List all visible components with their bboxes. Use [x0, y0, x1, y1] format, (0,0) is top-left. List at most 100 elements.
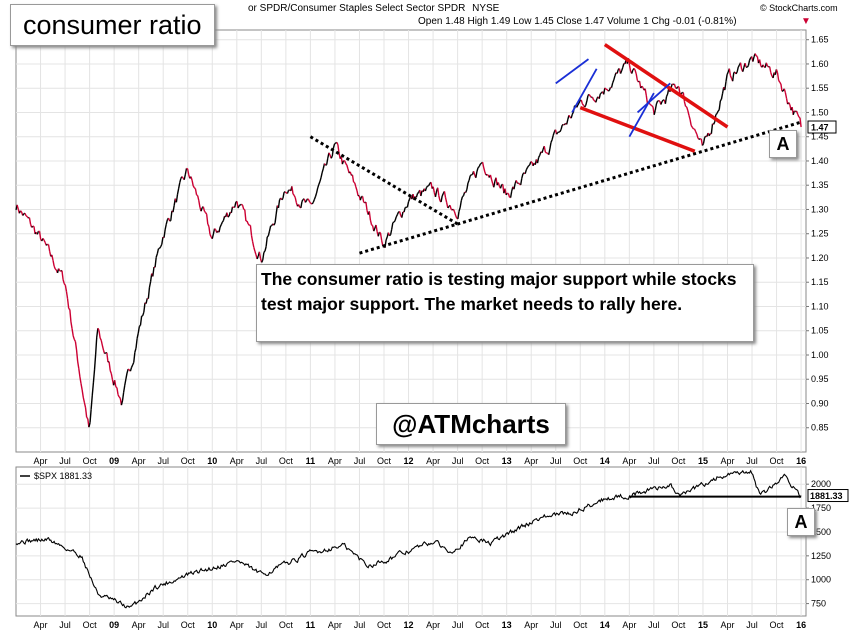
- author-handle: @ATMcharts: [376, 403, 566, 445]
- ratio-series-segment: [324, 164, 325, 166]
- ratio-pane-x-tick-label: Jul: [256, 456, 268, 466]
- spx-pane-x-tick-label: Oct: [181, 620, 196, 630]
- ratio-series-segment: [372, 225, 373, 226]
- spx-pane-x-tick-label: Oct: [475, 620, 490, 630]
- spx-pane-frame: [16, 467, 806, 616]
- ratio-pane-x-tick-label: 16: [796, 456, 806, 466]
- ratio-series-segment: [518, 183, 519, 184]
- spx-pane-x-tick-label: 13: [502, 620, 512, 630]
- ratio-series-segment: [248, 224, 249, 225]
- ratio-pane-x-tick-label: 12: [404, 456, 414, 466]
- spx-pane-x-tick-label: Jul: [157, 620, 169, 630]
- ratio-series-segment: [228, 216, 229, 217]
- ratio-series-segment: [241, 204, 242, 205]
- ratio-series-segment: [116, 387, 117, 388]
- ratio-pane-y-tick-label: 1.25: [811, 229, 829, 239]
- ratio-series-segment: [594, 100, 595, 101]
- spx-pane-x-tick-label: Oct: [377, 620, 392, 630]
- ratio-pane-x-tick-label: 13: [502, 456, 512, 466]
- ratio-pane-x-tick-label: Apr: [426, 456, 440, 466]
- ratio-series-segment: [720, 99, 721, 101]
- ratio-series-segment: [677, 87, 678, 89]
- ratio-series-segment: [193, 186, 194, 188]
- ratio-series-segment: [139, 325, 140, 326]
- ratio-series-segment: [480, 163, 481, 164]
- ratio-pane-y-tick-label: 1.30: [811, 204, 829, 214]
- marker-a-top: A: [769, 130, 797, 158]
- ratio-series-segment: [389, 235, 390, 236]
- ratio-series-segment: [698, 138, 699, 140]
- ratio-series-segment: [691, 126, 692, 128]
- symbol-description: or SPDR/Consumer Staples Select Sector S…: [248, 3, 499, 14]
- ratio-series-segment: [354, 182, 355, 183]
- ratio-series-segment: [267, 236, 268, 237]
- ratio-series-segment: [293, 194, 294, 195]
- ratio-series-segment: [736, 72, 737, 74]
- spx-pane-x-tick-label: Oct: [671, 620, 686, 630]
- ratio-pane-x-tick-label: 10: [207, 456, 217, 466]
- ratio-series-segment: [527, 166, 528, 168]
- ratio-series-segment: [799, 117, 800, 118]
- ratio-series-segment: [87, 417, 88, 418]
- ratio-series-segment: [767, 66, 768, 67]
- ratio-pane-y-tick-label: 1.35: [811, 180, 829, 190]
- ratio-pane-y-tick-label: 0.90: [811, 398, 829, 408]
- ratio-pane-x-tick-label: Apr: [230, 456, 244, 466]
- ratio-series-segment: [26, 216, 27, 217]
- ratio-series-segment: [197, 195, 198, 196]
- ratio-series-segment: [206, 213, 207, 215]
- spx-pane-x-tick-label: Jul: [354, 620, 366, 630]
- spx-pane-x-tick-label: Jul: [550, 620, 562, 630]
- spx-pane-y-tick-label: 1000: [811, 575, 831, 585]
- ratio-series-segment: [763, 65, 764, 67]
- ratio-series-segment: [105, 353, 106, 354]
- ratio-series-segment: [650, 104, 651, 105]
- ratio-pane-y-tick-label: 1.60: [811, 59, 829, 69]
- ratio-series-segment: [310, 202, 311, 203]
- ratio-series-segment: [686, 106, 687, 107]
- spx-pane-x-tick-label: Apr: [328, 620, 342, 630]
- ratio-pane-y-tick-label: 1.20: [811, 253, 829, 263]
- ratio-series-segment: [239, 205, 240, 206]
- ratio-pane-x-tick-label: 11: [306, 456, 316, 466]
- ratio-series-segment: [716, 114, 717, 115]
- ratio-series-segment: [470, 175, 471, 176]
- ratio-pane-x-tick-label: Apr: [328, 456, 342, 466]
- ratio-series-segment: [569, 115, 570, 117]
- spx-pane-x-tick-label: Oct: [279, 620, 294, 630]
- ratio-series-segment: [702, 144, 703, 146]
- ratio-series-segment: [607, 89, 608, 91]
- chg-arrow-icon: ▼: [801, 16, 811, 27]
- ratio-series-segment: [662, 100, 663, 102]
- ratio-series-segment: [27, 217, 28, 219]
- ratio-series-segment: [651, 105, 652, 106]
- ratio-series-segment: [74, 339, 75, 341]
- spx-pane-x-tick-label: Apr: [426, 620, 440, 630]
- ohlc-readout: Open 1.48 High 1.49 Low 1.45 Close 1.47 …: [418, 16, 737, 27]
- ratio-series-segment: [652, 106, 653, 107]
- ratio-pane-y-tick-label: 1.15: [811, 277, 829, 287]
- spx-pane-x-tick-label: Jul: [648, 620, 660, 630]
- ratio-pane-x-tick-label: Jul: [354, 456, 366, 466]
- ratio-series-segment: [590, 96, 591, 97]
- ratio-series-segment: [709, 134, 710, 136]
- spx-pane-y-tick-label: 2000: [811, 479, 831, 489]
- ratio-pane-x-tick-label: Oct: [377, 456, 392, 466]
- ratio-series-segment: [529, 165, 530, 166]
- spx-legend-label: $SPX 1881.33: [34, 471, 92, 481]
- ratio-series-segment: [705, 136, 706, 137]
- ratio-series-segment: [738, 65, 739, 67]
- ratio-series-segment: [681, 93, 682, 94]
- ratio-series-segment: [285, 192, 286, 193]
- commentary-note: The consumer ratio is testing major supp…: [256, 264, 754, 342]
- ratio-pane-y-tick-label: 1.10: [811, 301, 829, 311]
- ratio-series-segment: [558, 132, 559, 133]
- ratio-series-segment: [43, 238, 44, 240]
- spx-pane-x-tick-label: 10: [207, 620, 217, 630]
- ratio-pane-x-tick-label: Oct: [83, 456, 98, 466]
- spx-pane-x-tick-label: 15: [698, 620, 708, 630]
- ratio-series-segment: [426, 186, 427, 187]
- ratio-pane-x-tick-label: Apr: [524, 456, 538, 466]
- ratio-series-segment: [642, 86, 643, 87]
- ratio-series-segment: [605, 88, 606, 89]
